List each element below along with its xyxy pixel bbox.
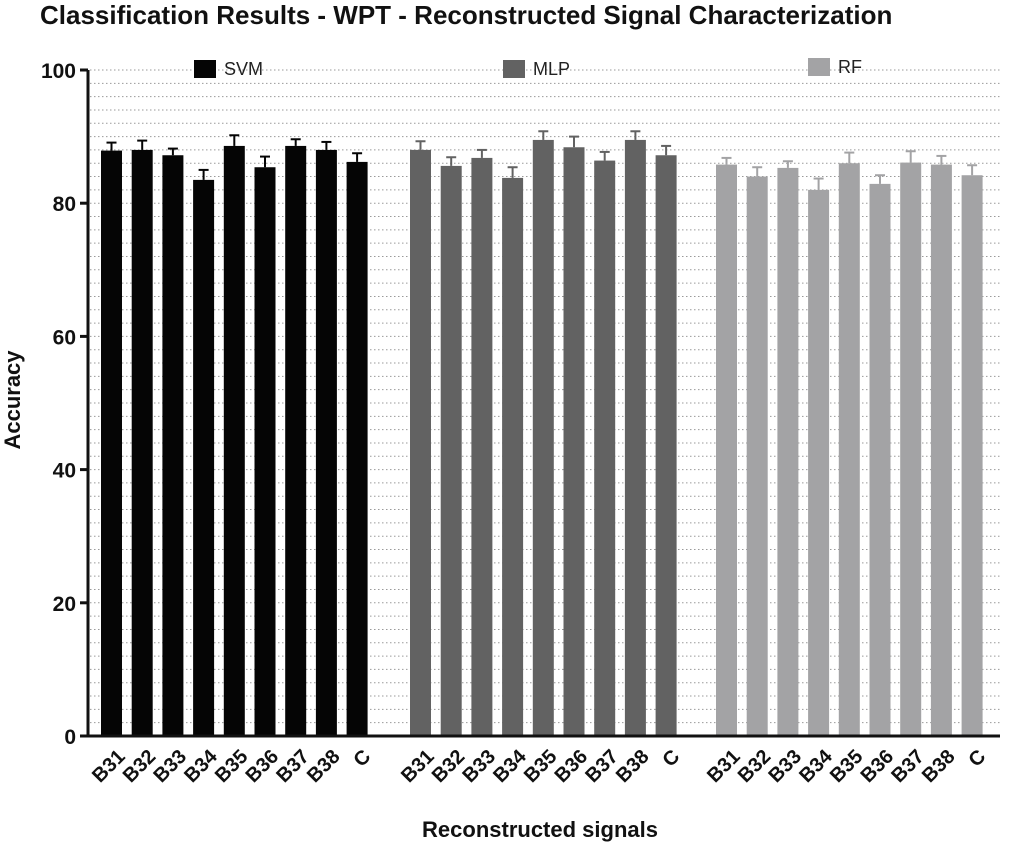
- y-tick-label: 0: [64, 726, 76, 749]
- y-tick-label: 40: [53, 460, 76, 483]
- bar-mlp-b34: [502, 177, 524, 737]
- y-tick-label: 80: [53, 193, 76, 216]
- bar-rf-b33: [777, 167, 799, 737]
- bar-svm-c: [346, 161, 368, 736]
- legend-swatch-mlp: [503, 60, 525, 78]
- bar-rf-b31: [716, 164, 737, 736]
- bar-rf-b34: [808, 189, 830, 736]
- axes: [80, 68, 1000, 738]
- bar-mlp-b35: [532, 139, 554, 736]
- bar-mlp-b32: [440, 165, 462, 737]
- legend-label-svm: SVM: [224, 59, 263, 79]
- legend: SVM MLP RF: [194, 57, 862, 79]
- legend-swatch-svm: [194, 60, 216, 78]
- x-tick-label: C: [658, 746, 684, 772]
- x-tick-label: B38: [612, 746, 654, 788]
- bar-rf-b36: [869, 183, 891, 737]
- bar-rf-b32: [746, 176, 768, 736]
- x-axis-title: Reconstructed signals: [422, 817, 658, 842]
- bar-rf-b37: [900, 162, 922, 737]
- bar-rf-b38: [930, 164, 952, 736]
- bar-svm-b31: [101, 150, 122, 736]
- bars: [101, 130, 983, 737]
- bar-mlp-b37: [594, 160, 616, 737]
- legend-label-mlp: MLP: [533, 59, 570, 79]
- legend-swatch-rf: [808, 58, 830, 76]
- legend-label-rf: RF: [838, 57, 862, 77]
- x-tick-label: C: [964, 746, 990, 772]
- y-tick-label: 20: [53, 593, 76, 616]
- chart-title: Classification Results - WPT - Reconstru…: [40, 0, 893, 30]
- bar-svm-b37: [285, 145, 307, 736]
- x-tick-label: C: [349, 746, 375, 772]
- bar-svm-b35: [223, 145, 245, 736]
- bar-mlp-b36: [563, 147, 585, 737]
- bar-rf-b35: [838, 163, 860, 737]
- bar-svm-b32: [131, 149, 153, 737]
- bar-mlp-b38: [624, 139, 646, 736]
- bar-mlp-b31: [410, 149, 431, 737]
- x-tick-label: B38: [918, 746, 960, 788]
- y-tick-label: 100: [41, 60, 76, 83]
- y-axis-title: Accuracy: [0, 350, 25, 450]
- bar-mlp-b33: [471, 157, 493, 737]
- bar-svm-b38: [315, 149, 337, 737]
- bar-svm-b34: [193, 179, 215, 736]
- bar-rf-c: [961, 175, 983, 736]
- bar-svm-b33: [162, 155, 184, 737]
- x-tick-label: B38: [303, 746, 345, 788]
- bar-mlp-c: [655, 155, 677, 737]
- y-tick-label: 60: [53, 326, 76, 349]
- bar-svm-b36: [254, 167, 276, 737]
